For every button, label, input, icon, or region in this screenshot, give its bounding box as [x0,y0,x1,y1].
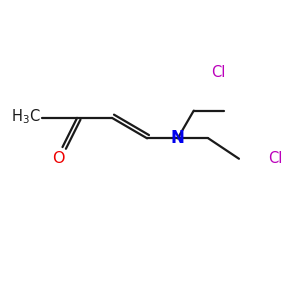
Text: O: O [52,152,64,166]
Text: H$_3$C: H$_3$C [11,107,40,126]
Text: N: N [171,129,184,147]
Text: Cl: Cl [212,65,226,80]
Text: Cl: Cl [268,151,283,166]
